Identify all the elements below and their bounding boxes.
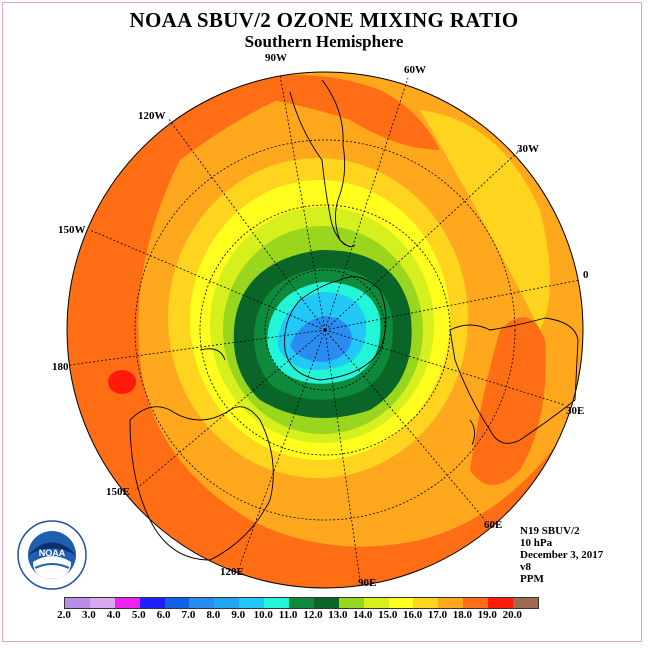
info-units: PPM	[520, 573, 544, 585]
colorbar-swatch	[89, 598, 115, 608]
colorbar-tick-label: 9.0	[231, 609, 246, 621]
lon-label-90e: 90E	[358, 577, 376, 589]
colorbar-tick-label: 5.0	[131, 609, 146, 621]
lon-label-150e: 150E	[106, 486, 130, 498]
colorbar-swatch	[214, 598, 240, 608]
lon-label-30w: 30W	[517, 143, 539, 155]
colorbar-tick-label: 11.0	[278, 609, 298, 621]
info-level: 10 hPa	[520, 537, 553, 549]
colorbar-swatch	[363, 598, 389, 608]
colorbar-tick-label: 8.0	[206, 609, 221, 621]
colorbar-swatch	[289, 598, 314, 608]
colorbar-swatch	[488, 598, 514, 608]
colorbar-tick-label: 13.0	[328, 609, 348, 621]
colorbar-swatch	[139, 598, 165, 608]
lon-label-60e: 60E	[484, 519, 502, 531]
colorbar-tick-label: 15.0	[378, 609, 398, 621]
colorbar-tick-label: 3.0	[82, 609, 96, 621]
colorbar-swatch	[463, 598, 489, 608]
map-frame	[2, 2, 642, 642]
colorbar-tick-label: 14.0	[353, 609, 373, 621]
colorbar-tick-label: 2.0	[57, 609, 71, 621]
colorbar-tick-label: 19.0	[477, 609, 497, 621]
lon-label-60w: 60W	[404, 64, 426, 76]
lon-label-180: 180	[52, 361, 69, 373]
colorbar-swatch	[313, 598, 339, 608]
lon-label-0: 0	[583, 269, 589, 281]
colorbar-tick-label: 10.0	[253, 609, 273, 621]
map-boundary	[66, 71, 584, 589]
info-instrument: N19 SBUV/2	[520, 525, 580, 537]
colorbar-swatch	[264, 598, 290, 608]
colorbar-tick-label: 6.0	[156, 609, 171, 621]
colorbar-swatch	[164, 598, 190, 608]
info-version: v8	[520, 561, 531, 573]
colorbar-tick-label: 20.0	[502, 609, 522, 621]
colorbar-tick-label: 7.0	[181, 609, 196, 621]
colorbar-tick-label: 17.0	[427, 609, 448, 621]
colorbar-swatch	[239, 598, 265, 608]
noaa-logo: NOAA	[17, 520, 87, 590]
lon-label-30e: 30E	[566, 405, 584, 417]
lon-label-90w: 90W	[265, 52, 287, 64]
colorbar-swatch	[413, 598, 439, 608]
colorbar-tick-label: 4.0	[106, 609, 121, 621]
map-info: N19 SBUV/2 10 hPa December 3, 2017 v8 PP…	[520, 525, 603, 585]
colorbar-swatch	[189, 598, 215, 608]
colorbar-swatch	[388, 598, 414, 608]
colorbar-swatch	[338, 598, 364, 608]
colorbar-tick-label: 12.0	[303, 609, 323, 621]
colorbar-tick-label: 16.0	[402, 609, 423, 621]
colorbar-swatch	[438, 598, 464, 608]
noaa-logo-text: NOAA	[39, 548, 66, 558]
map-title: NOAA SBUV/2 OZONE MIXING RATIO	[129, 8, 519, 32]
info-date: December 3, 2017	[520, 549, 604, 561]
graticule	[69, 74, 581, 581]
colorbar-tick-label: 18.0	[452, 609, 473, 621]
lon-label-120w: 120W	[138, 110, 166, 122]
lon-label-150w: 150W	[58, 224, 86, 236]
colorbar-swatch	[114, 598, 140, 608]
map-subtitle: Southern Hemisphere	[244, 32, 404, 51]
colorbar-swatch	[65, 598, 90, 608]
colorbar	[64, 597, 539, 609]
lon-label-120e: 120E	[220, 566, 244, 578]
ozone-contour-field	[67, 72, 583, 588]
colorbar-swatch	[513, 598, 538, 608]
colorbar-ticks: 2.0 3.0 4.0 5.0 6.0 7.0 8.0 9.0 10.0 11.0 12.0 13.0…	[52, 609, 612, 623]
